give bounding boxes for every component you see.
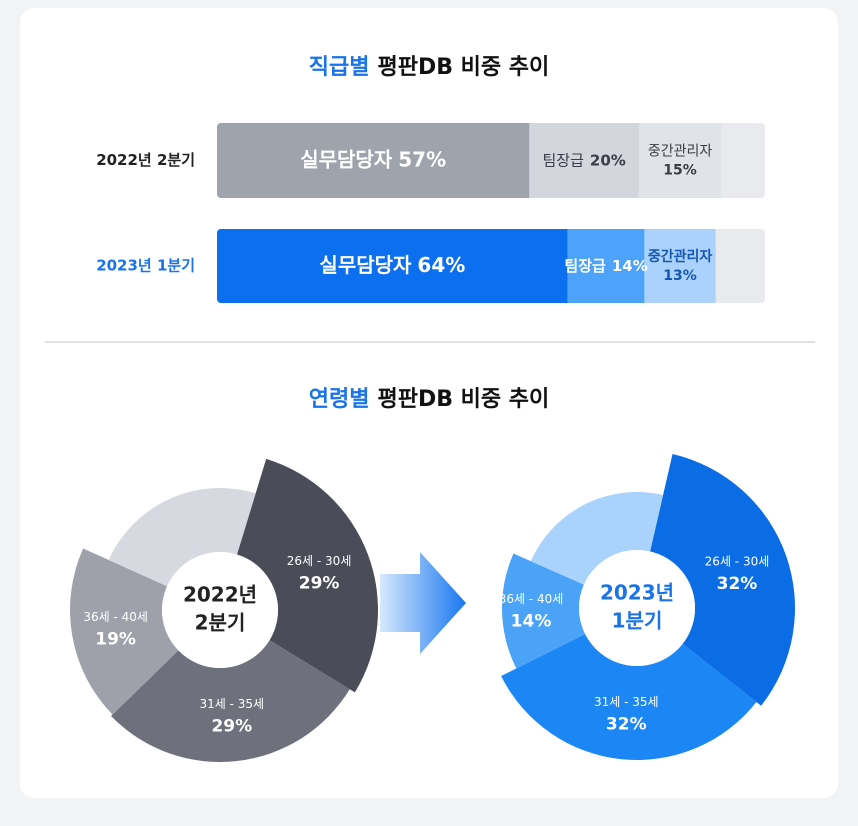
segment-name: 팀장급 [564,257,606,275]
slice-name: 31세 - 35세 [594,695,659,709]
slice-value: 19% [95,629,136,649]
title: 직급별 평판DB 비중 추이 [309,55,550,80]
pie-slice [530,492,664,585]
segment-name: 중간관리자 [648,248,713,265]
slice-value: 29% [299,573,340,593]
pie-slice [69,548,179,715]
slice-value: 32% [606,714,647,734]
segment-value: 57% [398,147,446,171]
slice-value: 29% [211,716,252,736]
pie-slice [236,458,378,693]
center-label: 2분기 [195,611,246,635]
title-text: 평판DB 비중 추이 [377,55,549,80]
bar-row [217,229,765,303]
segment-value: 20% [590,151,626,169]
segment-label: 실무담당자 57% [300,147,446,171]
category-label: 2023년 1분기 [96,257,195,275]
segment-label: 실무담당자 64% [319,253,465,277]
title-highlight: 연령별 [309,387,370,412]
bar-segment [638,123,722,198]
segment-value: 15% [663,163,697,179]
bar-segment [567,229,645,303]
slice-value: 32% [717,574,758,594]
slice-name: 26세 - 30세 [705,554,770,568]
slice-name: 36세 - 40세 [499,592,564,606]
slice-name: 36세 - 40세 [83,610,148,624]
bar-segment [217,229,568,303]
segment-label: 팀장급 14% [564,257,647,275]
title: 연령별 평판DB 비중 추이 [309,387,550,412]
segment-value: 14% [612,257,648,275]
segment-name: 팀장급 [543,151,585,169]
bar-segment [217,123,530,198]
bar-segment [644,229,716,303]
title-highlight: 직급별 [309,55,370,80]
pie-slice [108,488,256,587]
center-label: 2023년 [600,581,674,605]
segment-name: 중간관리자 [648,144,713,160]
pie-slice [111,640,350,763]
pie-hole [579,550,695,666]
title-text: 평판DB 비중 추이 [377,387,549,412]
category-label: 2022년 2분기 [96,151,195,169]
bar-segment [529,123,639,198]
slice-name: 26세 - 30세 [287,554,352,568]
center-label: 1분기 [612,609,663,633]
slice-name: 31세 - 35세 [200,697,265,711]
pie-slice [502,553,586,669]
segment-name: 실무담당자 [319,253,412,277]
arrow [380,552,466,654]
segment-value: 13% [663,268,697,284]
segment-label: 팀장급 20% [543,151,626,169]
slice-value: 14% [511,612,552,632]
segment-value: 64% [417,253,465,277]
center-label: 2022년 [183,583,257,607]
pie-slice [501,633,757,760]
segment-name: 실무담당자 [300,147,393,171]
pie-hole [162,552,278,668]
pie-slice [650,454,795,706]
bar-row [217,123,765,198]
